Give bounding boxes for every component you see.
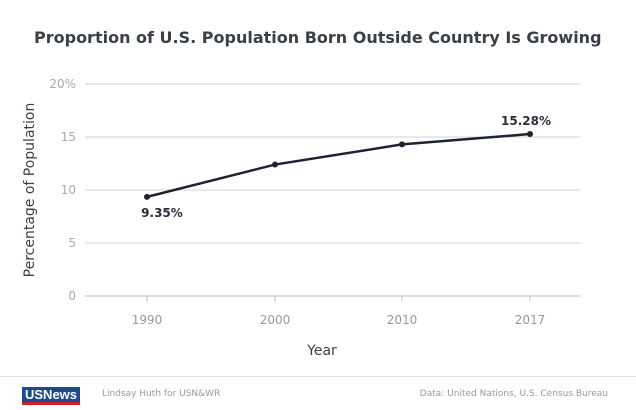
data-point <box>527 131 533 138</box>
data-point <box>144 193 150 200</box>
y-tick-label: 5 <box>68 236 76 250</box>
y-tick-label: 0 <box>68 289 76 303</box>
series-line <box>146 132 531 199</box>
plot-area: 0 5 10 15 20% 1990 2000 2010 2017 Year Percentage … <box>22 77 580 359</box>
data-label: 9.35% <box>141 206 183 220</box>
x-tick-label: 2000 <box>260 313 291 327</box>
data-point <box>399 141 405 148</box>
footer: USNews Lindsay Huth for USN&WR Data: Uni… <box>0 376 636 410</box>
data-point <box>272 161 278 168</box>
y-tick-label: 10 <box>61 183 76 197</box>
y-axis-label: Percentage of Population <box>22 103 38 278</box>
data-label: 15.28% <box>501 114 551 128</box>
y-tick-label: 20% <box>49 77 76 91</box>
y-tick-label: 15 <box>61 130 76 144</box>
credit: Lindsay Huth for USN&WR <box>102 389 221 399</box>
x-axis-label: Year <box>306 343 337 359</box>
x-tick-label: 2017 <box>515 313 546 327</box>
x-tick-label: 1990 <box>132 313 163 327</box>
source: Data: United Nations, U.S. Census Bureau <box>419 389 608 399</box>
x-tick-label: 2010 <box>387 313 418 327</box>
usnews-logo: USNews <box>22 387 81 405</box>
chart-title: Proportion of U.S. Population Born Outsi… <box>34 28 602 47</box>
